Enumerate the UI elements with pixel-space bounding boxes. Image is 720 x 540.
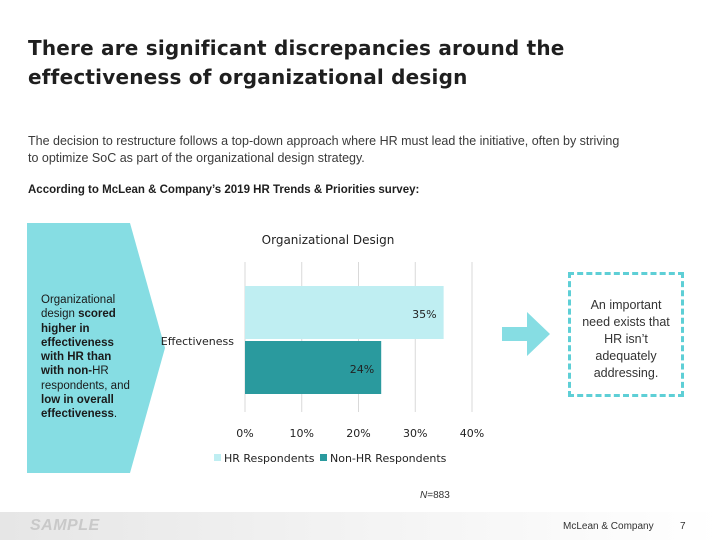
callout-bold: with HR than	[41, 351, 112, 364]
callout-pentagon	[27, 223, 165, 473]
chart-title: Organizational Design	[262, 233, 395, 247]
bars: 35% 24%	[245, 286, 444, 394]
callout-bold: effectiveness	[41, 408, 114, 421]
survey-label: According to McLean & Company’s 2019 HR …	[28, 184, 420, 196]
intro-line-1: The decision to restructure follows a to…	[28, 134, 620, 148]
sample-size: N=883	[420, 490, 450, 501]
callout-bold: scored	[78, 308, 116, 321]
callout-bold: higher in	[41, 322, 90, 335]
x-tick-label: 10%	[290, 427, 314, 440]
callout-line: Organizational	[41, 294, 116, 306]
legend-label: HR Respondents	[224, 452, 315, 465]
note-line: addressing.	[593, 366, 659, 380]
intro-paragraph: The decision to restructure follows a to…	[28, 133, 698, 167]
page-number: 7	[680, 521, 686, 532]
note-box	[568, 272, 684, 397]
legend-swatch	[320, 454, 327, 461]
legend: HR Respondents Non-HR Respondents	[214, 452, 447, 465]
callout-line: HR	[92, 365, 109, 378]
callout-line: respondents, and	[41, 379, 130, 392]
slide-title: There are significant discrepancies arou…	[28, 34, 688, 92]
data-label: 24%	[350, 363, 374, 376]
intro-line-2: to optimize SoC as part of the organizat…	[28, 151, 365, 165]
note-line: An important	[590, 298, 662, 312]
company-name: McLean & Company	[563, 521, 654, 532]
sample-size-value: =883	[427, 490, 450, 501]
footer-bar	[0, 512, 720, 540]
x-tick-label: 0%	[236, 427, 253, 440]
legend-label: Non-HR Respondents	[330, 452, 447, 465]
note-line: HR isn’t	[604, 332, 648, 346]
callout-bold: with non-	[41, 365, 93, 378]
bar-non-hr-respondents	[245, 341, 382, 394]
callout-bold: low in overall	[41, 394, 114, 407]
title-line-2: effectiveness of organizational design	[28, 65, 468, 89]
callout-line: .	[113, 408, 118, 421]
x-tick-label: 40%	[460, 427, 484, 440]
x-tick-label: 30%	[403, 427, 427, 440]
data-label: 35%	[412, 308, 436, 321]
category-label: Effectiveness	[161, 335, 234, 348]
note-line: adequately	[595, 349, 657, 363]
bar-hr-respondents	[245, 286, 444, 339]
sample-watermark: SAMPLE	[30, 517, 100, 534]
callout-line: design	[41, 308, 79, 321]
title-line-1: There are significant discrepancies arou…	[28, 36, 565, 60]
legend-swatch	[214, 454, 221, 461]
arrow-shape	[502, 312, 550, 356]
callout-text: Organizational design scored higher in e…	[41, 293, 141, 422]
x-axis-ticks: 0% 10% 20% 30% 40%	[236, 427, 484, 440]
note-text: An important need exists that HR isn’t a…	[572, 297, 680, 382]
note-line: need exists that	[582, 315, 670, 329]
callout-bold: effectiveness	[41, 336, 114, 349]
sample-size-prefix: N	[420, 490, 428, 501]
x-tick-label: 20%	[346, 427, 370, 440]
